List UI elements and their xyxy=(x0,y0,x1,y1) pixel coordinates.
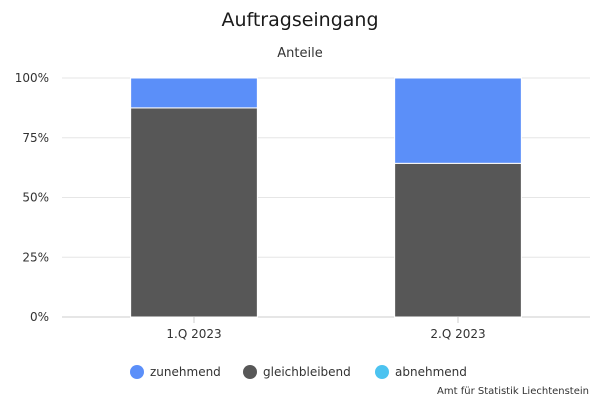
bar-segment-gleichbleibend[interactable] xyxy=(394,162,522,318)
legend-swatch xyxy=(130,365,144,379)
bar-segment-zunehmend[interactable] xyxy=(130,77,258,109)
bars xyxy=(130,77,522,318)
legend-swatch xyxy=(375,365,389,379)
x-tick-label: 1.Q 2023 xyxy=(166,327,221,341)
bar-segment-gleichbleibend[interactable] xyxy=(130,107,258,318)
legend-swatch xyxy=(243,365,257,379)
y-tick-label: 0% xyxy=(30,310,49,324)
credit-text: Amt für Statistik Liechtenstein xyxy=(437,386,589,397)
y-tick-label: 25% xyxy=(22,250,49,264)
y-tick-label: 100% xyxy=(15,71,49,85)
legend-label: abnehmend xyxy=(395,365,467,379)
legend-item-zunehmend[interactable]: zunehmend xyxy=(130,365,221,379)
x-tick-label: 2.Q 2023 xyxy=(430,327,485,341)
x-axis: 1.Q 2023 2.Q 2023 xyxy=(166,317,486,341)
y-tick-label: 75% xyxy=(22,131,49,145)
chart-subtitle: Anteile xyxy=(277,46,322,61)
y-tick-label: 50% xyxy=(22,191,49,205)
y-axis: 0% 25% 50% 75% 100% xyxy=(15,71,49,324)
legend-item-abnehmend[interactable]: abnehmend xyxy=(375,365,467,379)
bar-segment-zunehmend[interactable] xyxy=(394,77,522,164)
legend[interactable]: zunehmend gleichbleibend abnehmend xyxy=(130,365,467,379)
legend-item-gleichbleibend[interactable]: gleichbleibend xyxy=(243,365,351,379)
legend-label: zunehmend xyxy=(150,365,221,379)
chart-title: Auftragseingang xyxy=(221,9,378,31)
legend-label: gleichbleibend xyxy=(263,365,351,379)
